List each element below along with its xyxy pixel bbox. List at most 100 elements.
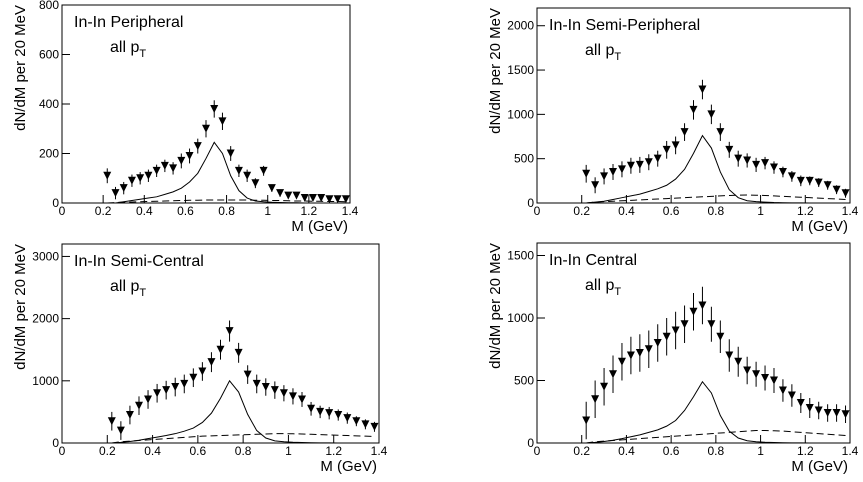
y-tick-label: 0 (52, 436, 59, 450)
data-point (805, 404, 814, 412)
x-tick-label: 0.4 (136, 204, 153, 218)
solid-curve (107, 141, 346, 204)
data-point (284, 191, 293, 200)
data-point (153, 389, 162, 398)
data-point (689, 105, 698, 114)
data-point (769, 163, 778, 172)
x-tick-label: 1.4 (842, 204, 859, 218)
data-point (116, 426, 125, 435)
data-point (308, 194, 317, 203)
data-point (127, 176, 136, 185)
solid-curve (111, 379, 375, 444)
x-tick-label: 0.6 (663, 444, 680, 458)
y-tick-label: 200 (39, 147, 59, 161)
plot-frame (61, 243, 380, 444)
x-tick-label: 1 (757, 204, 764, 218)
data-point (769, 376, 778, 385)
data-point (653, 339, 662, 347)
data-point (787, 391, 796, 400)
y-tick-label: 600 (39, 48, 59, 62)
data-point (189, 373, 198, 382)
data-point (207, 358, 216, 367)
data-point (787, 172, 796, 181)
data-point (198, 367, 207, 376)
subtitle-subscript: T (139, 48, 146, 60)
data-point (261, 383, 270, 392)
x-tick-label: 1.4 (842, 444, 859, 458)
data-point (103, 171, 112, 180)
data-point (234, 166, 243, 175)
y-tick-label: 0 (527, 436, 534, 450)
data-point (270, 386, 279, 395)
data-point (582, 169, 591, 178)
data-point (832, 185, 841, 194)
y-tick-label: 0 (527, 196, 534, 210)
data-point (152, 166, 161, 175)
data-point (582, 416, 591, 425)
data-point (218, 117, 227, 126)
data-point (300, 194, 309, 203)
data-point (644, 158, 653, 167)
x-tick-label: 0.2 (99, 444, 116, 458)
y-tick-label: 2000 (32, 312, 59, 326)
data-point (325, 195, 334, 204)
data-point (707, 320, 716, 329)
y-tick-label: 1000 (507, 107, 534, 121)
x-tick-label: 1 (285, 444, 292, 458)
data-point (171, 383, 180, 392)
data-point (689, 307, 698, 316)
data-point (162, 386, 171, 395)
data-point (177, 156, 186, 165)
data-point (160, 161, 169, 170)
y-tick-label: 1500 (507, 249, 534, 263)
x-tick-label: 1.4 (342, 204, 359, 218)
data-point (591, 181, 600, 190)
data-point (743, 156, 752, 165)
data-point (202, 124, 210, 133)
dashed-curve (107, 199, 346, 204)
x-tick-label: 0.8 (235, 444, 252, 458)
x-tick-label: 0.4 (618, 204, 635, 218)
subtitle-text: all p (110, 39, 139, 56)
data-point (841, 189, 850, 198)
y-axis-label: dN/dM per 20 MeV (12, 244, 29, 370)
x-tick-label: 0.8 (708, 444, 725, 458)
data-point (662, 145, 671, 154)
y-tick-label: 500 (514, 152, 534, 166)
data-point (298, 395, 307, 404)
data-point (276, 189, 285, 198)
data-point (144, 395, 153, 404)
data-point (259, 166, 268, 175)
data-point (325, 409, 334, 418)
data-point (279, 389, 288, 398)
x-tick-label: 0 (59, 204, 66, 218)
data-point (725, 145, 734, 154)
data-point (125, 411, 134, 420)
x-axis-label: M (GeV) (320, 458, 377, 475)
x-tick-label: 0.8 (218, 204, 235, 218)
data-point (185, 151, 194, 160)
data-point (334, 411, 343, 420)
data-point (796, 176, 805, 185)
x-tick-label: 0.6 (663, 204, 680, 218)
x-tick-label: 1.2 (797, 444, 814, 458)
data-point (778, 167, 787, 176)
y-tick-label: 3000 (32, 249, 59, 263)
x-axis-label: M (GeV) (291, 218, 348, 235)
data-point (234, 348, 243, 357)
data-point (626, 161, 635, 170)
panel-title: In-In Central (549, 252, 637, 269)
data-point (225, 327, 234, 336)
panel-subtitle: all pT (585, 42, 621, 63)
data-point (734, 357, 743, 366)
data-point (252, 379, 261, 388)
y-tick-label: 2000 (507, 19, 534, 33)
data-point (823, 181, 832, 190)
x-tick-label: 0 (59, 444, 66, 458)
data-point (609, 370, 618, 379)
data-point (136, 174, 145, 183)
panel: 0 1000 2000 3000 0 0.2 0.4 0.6 0.8 1 1.2 1.4M (GeV)… (12, 243, 388, 475)
y-tick-label: 1000 (32, 374, 59, 388)
x-tick-label: 0.4 (618, 444, 635, 458)
